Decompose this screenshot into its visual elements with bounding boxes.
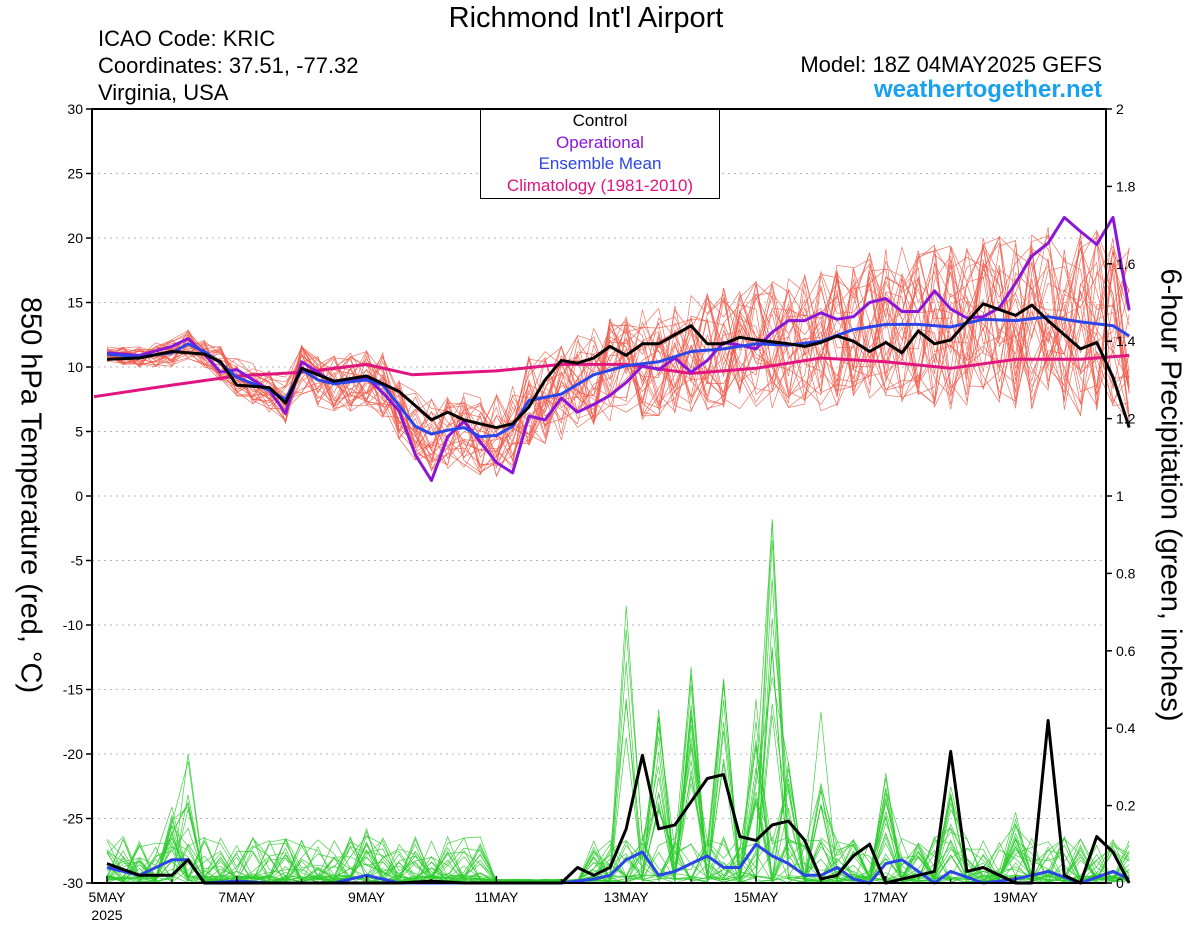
y2-tick-label: 0.2 bbox=[1116, 798, 1136, 814]
y-tick-label: -10 bbox=[63, 617, 83, 633]
y-tick-label: -25 bbox=[63, 811, 83, 827]
y-tick-label: 0 bbox=[75, 488, 83, 504]
location: Virginia, USA bbox=[98, 80, 229, 105]
legend-operational: Operational bbox=[556, 132, 644, 152]
precip-member-line bbox=[106, 521, 1130, 884]
x-tick-label: 17MAY bbox=[863, 889, 909, 905]
coordinates: Coordinates: 37.51, -77.32 bbox=[98, 53, 359, 78]
x-tick-label: 7MAY bbox=[218, 889, 256, 905]
y-tick-label: 30 bbox=[67, 101, 83, 117]
y-tick-label: 20 bbox=[67, 230, 83, 246]
gridlines bbox=[92, 173, 1106, 819]
y-tick-label: 25 bbox=[67, 166, 83, 182]
x-tick-label: 19MAY bbox=[993, 889, 1039, 905]
y-axis-label-left: 850 hPa Temperature (red, °C) bbox=[14, 296, 47, 694]
site-link[interactable]: weathertogether.net bbox=[873, 76, 1102, 103]
y-tick-label: 10 bbox=[67, 359, 83, 375]
y2-tick-label: 1.8 bbox=[1116, 178, 1136, 194]
x-tick-label: 11MAY bbox=[474, 889, 518, 905]
x-tick-label: 15MAY bbox=[734, 889, 780, 905]
precip-member-line bbox=[106, 777, 1130, 884]
y2-tick-label: 1.4 bbox=[1116, 333, 1136, 349]
y-tick-label: 15 bbox=[67, 295, 83, 311]
x-tick-year: 2025 bbox=[91, 907, 122, 923]
temp-member-line bbox=[106, 242, 1130, 461]
y-tick-label: -20 bbox=[63, 746, 83, 762]
precip-member-line bbox=[106, 721, 1130, 884]
x-tick-label: 9MAY bbox=[348, 889, 386, 905]
y-tick-label: -15 bbox=[63, 682, 83, 698]
icao-code: ICAO Code: KRIC bbox=[98, 26, 276, 51]
precip-member-line bbox=[106, 578, 1130, 884]
y2-tick-label: 1 bbox=[1116, 488, 1124, 504]
legend-climatology: Climatology (1981-2010) bbox=[506, 175, 694, 195]
series-lines bbox=[93, 215, 1131, 885]
precip-member-line bbox=[106, 618, 1130, 884]
temp-member-line bbox=[106, 233, 1130, 448]
legend: Control Operational Ensemble Mean Climat… bbox=[480, 109, 720, 199]
precip-member-line bbox=[106, 683, 1130, 883]
y-tick-label: 5 bbox=[75, 424, 83, 440]
axes: 302520151050-5-10-15-20-25-3021.81.61.41… bbox=[63, 101, 1136, 923]
model-run: Model: 18Z 04MAY2025 GEFS bbox=[800, 52, 1102, 77]
x-tick-label: 5MAY bbox=[88, 889, 126, 905]
ensemble-members bbox=[106, 226, 1130, 885]
x-tick-label: 13MAY bbox=[604, 889, 650, 905]
temp-member-line bbox=[106, 245, 1130, 466]
legend-control: Control bbox=[572, 111, 628, 130]
precip-member-line bbox=[106, 605, 1130, 884]
temp-member-line bbox=[106, 248, 1130, 472]
chart-title: Richmond Int'l Airport bbox=[448, 2, 724, 34]
y2-tick-label: 1.2 bbox=[1116, 411, 1136, 427]
y-tick-label: -30 bbox=[63, 875, 83, 891]
y2-tick-label: 0.4 bbox=[1116, 720, 1136, 736]
y2-tick-label: 0.6 bbox=[1116, 643, 1136, 659]
precip-member-line bbox=[106, 682, 1130, 884]
precip-member-line bbox=[106, 540, 1130, 885]
y2-tick-label: 1.6 bbox=[1116, 256, 1136, 272]
precip-member-line bbox=[106, 519, 1130, 884]
control-temp-line bbox=[106, 302, 1131, 430]
y-axis-label-right: 6-hour Precipitation (green, inches) bbox=[1154, 268, 1187, 722]
legend-ensemble-mean: Ensemble Mean bbox=[538, 154, 662, 173]
temp-member-line bbox=[106, 234, 1130, 476]
temp-member-line bbox=[106, 246, 1130, 451]
temp-member-line bbox=[106, 246, 1130, 478]
y2-tick-label: 2 bbox=[1116, 101, 1124, 117]
temp-member-line bbox=[106, 248, 1130, 477]
y2-tick-label: 0.8 bbox=[1116, 565, 1136, 581]
y2-tick-label: 0 bbox=[1116, 875, 1124, 891]
y-tick-label: -5 bbox=[71, 553, 84, 569]
